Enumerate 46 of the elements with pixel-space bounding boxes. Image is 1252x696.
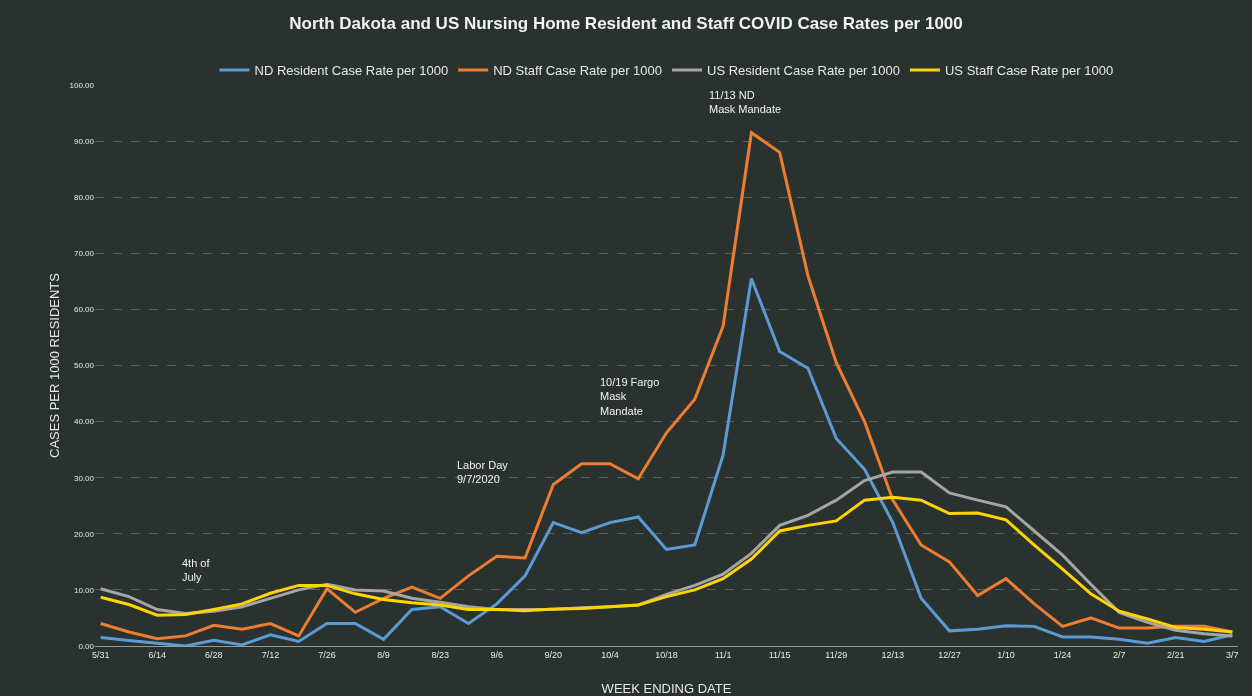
annotation: 10/19 Fargo Mask Mandate: [600, 376, 660, 417]
x-tick-label: 2/7: [1112, 649, 1126, 660]
x-tick-label: 8/23: [431, 649, 449, 660]
x-tick-label: 6/14: [148, 649, 167, 660]
x-tick-label: 12/27: [938, 649, 961, 660]
y-tick-label: 100.00: [69, 80, 95, 90]
x-tick-label: 10/18: [655, 649, 678, 660]
y-tick-label: 70.00: [73, 249, 95, 259]
x-tick-label: 11/15: [768, 649, 791, 660]
legend-label: ND Resident Case Rate per 1000: [254, 63, 449, 79]
annotation: 4th of July: [182, 557, 211, 584]
annotation: 11/13 ND Mask Mandate: [709, 89, 782, 116]
line-series: [99, 131, 1234, 641]
x-tick-label: 11/29: [825, 649, 848, 660]
x-tick-label: 9/6: [490, 649, 504, 660]
y-tick-label: 0.00: [78, 641, 95, 651]
legend-label: ND Staff Case Rate per 1000: [493, 63, 663, 79]
x-tick-label: 3/7: [1226, 649, 1239, 660]
legend-label: US Staff Case Rate per 1000: [944, 63, 1114, 79]
y-tick-label: 50.00: [73, 361, 95, 371]
x-tick-label: 7/12: [261, 649, 280, 660]
x-tick-label: 5/31: [91, 649, 110, 660]
x-tick-label: 7/26: [318, 649, 336, 660]
line-series: [99, 277, 1234, 646]
x-axis-title: WEEK ENDING DATE: [601, 681, 732, 696]
y-tick-label: 40.00: [73, 417, 95, 427]
x-tick-label: 12/13: [881, 649, 905, 660]
x-tick-label: 1/10: [997, 649, 1015, 660]
y-axis-title: CASES PER 1000 RESIDENTS: [47, 272, 62, 458]
legend-label: US Resident Case Rate per 1000: [707, 63, 900, 79]
y-tick-label: 60.00: [73, 305, 95, 315]
x-tick-label: 10/4: [601, 649, 619, 660]
y-tick-label: 30.00: [73, 473, 95, 483]
line-series: [99, 495, 1234, 634]
x-tick-label: 1/24: [1053, 649, 1072, 660]
y-tick-label: 10.00: [73, 585, 95, 595]
y-tick-label: 20.00: [73, 529, 95, 539]
x-tick-label: 8/9: [377, 649, 390, 660]
x-tick-label: 6/28: [205, 649, 223, 660]
x-tick-label: 9/20: [544, 649, 563, 660]
y-tick-label: 80.00: [73, 193, 95, 202]
x-tick-label: 2/21: [1166, 649, 1185, 660]
chart-title: North Dakota and US Nursing Home Resident and Staff COVID Case Rates per 1000: [289, 14, 963, 34]
annotation: Labor Day 9/7/2020: [457, 459, 509, 486]
y-tick-label: 90.00: [73, 136, 95, 146]
x-tick-label: 11/1: [714, 649, 732, 660]
